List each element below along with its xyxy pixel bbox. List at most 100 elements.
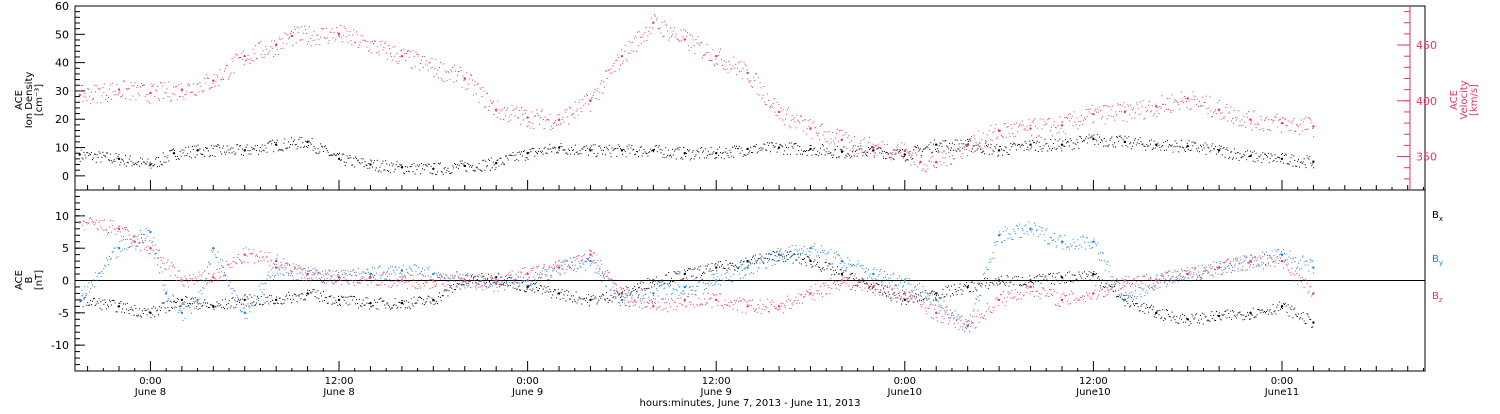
series-velocity-sample: [332, 37, 333, 38]
series-velocity-sample: [85, 97, 86, 98]
series-velocity-sample: [632, 42, 633, 43]
series-density-sample: [515, 154, 516, 155]
series-velocity-sample: [1087, 116, 1088, 117]
series-velocity-sample: [644, 41, 645, 42]
series-velocity-sample: [529, 121, 530, 122]
series-velocity-sample: [1115, 111, 1116, 112]
series-bx-sample: [1249, 319, 1250, 320]
series-velocity-sample: [1195, 96, 1196, 97]
series-velocity-sample: [871, 147, 872, 148]
series-by-sample: [223, 267, 224, 268]
series-density-sample: [1033, 142, 1034, 143]
series-velocity-sample: [236, 54, 237, 55]
series-density-sample: [776, 143, 777, 144]
series-by-sample: [206, 278, 207, 279]
series-velocity-sample: [1032, 122, 1033, 123]
series-density-sample: [1129, 143, 1130, 144]
series-density-sample: [263, 150, 264, 151]
series-bx-sample: [696, 277, 697, 278]
series-density-sample: [699, 157, 700, 158]
series-bx-sample: [1041, 283, 1042, 284]
series-bx-sample: [662, 279, 663, 280]
series-density-sample: [114, 159, 115, 160]
series-by-sample: [376, 273, 377, 274]
series-bx-sample: [442, 295, 443, 296]
series-density-sample: [778, 148, 779, 149]
series-by-sample: [590, 265, 591, 266]
series-velocity-sample: [649, 27, 650, 28]
series-density-sample: [500, 158, 501, 159]
series-bx-sample: [1144, 313, 1145, 314]
series-by-sample: [97, 276, 98, 277]
series-bx-sample: [234, 300, 235, 301]
series-velocity-sample: [1312, 128, 1313, 129]
series-density-sample: [1179, 146, 1180, 147]
series-density-sample: [670, 155, 671, 156]
series-bx-sample: [964, 284, 965, 285]
series-density-sample: [1099, 137, 1100, 138]
series-velocity-sample: [1208, 108, 1209, 109]
series-bx-sample: [1188, 319, 1189, 320]
series-bx-sample: [246, 305, 247, 306]
series-velocity-sample: [267, 54, 268, 55]
series-by-sample: [475, 282, 476, 283]
series-bx-sample: [431, 297, 432, 298]
series-velocity-sample: [604, 87, 605, 88]
series-velocity-sample: [978, 131, 979, 132]
series-bx-sample: [1208, 320, 1209, 321]
series-density-sample: [311, 144, 312, 145]
series-by-sample: [462, 278, 463, 279]
series-density-sample: [419, 164, 420, 165]
series-density-sample: [676, 158, 677, 159]
series-bx-sample: [571, 295, 572, 296]
series-bx-sample: [796, 260, 797, 261]
series-by-sample: [161, 280, 162, 281]
series-bx-sample: [268, 303, 269, 304]
series-density-sample: [200, 153, 201, 154]
series-density-sample: [1197, 150, 1198, 151]
series-bx-sample: [380, 298, 381, 299]
series-density-sample: [901, 156, 902, 157]
series-bx-sample: [270, 301, 271, 302]
series-bx-sample: [778, 260, 779, 261]
series-bx-sample: [884, 292, 885, 293]
series-density-sample: [985, 143, 986, 144]
series-bx-sample: [291, 302, 292, 303]
series-by-sample: [594, 260, 595, 261]
series-density-sample: [614, 148, 615, 149]
series-density-sample: [733, 157, 734, 158]
series-density-sample: [806, 150, 807, 151]
series-by-sample: [624, 303, 625, 304]
series-density-sample: [180, 151, 181, 152]
series-density-sample: [758, 151, 759, 152]
series-by-sample: [631, 299, 632, 300]
x-tick-time: 0:00: [139, 376, 161, 387]
series-by-sample: [605, 286, 606, 287]
series-velocity-sample: [428, 70, 429, 71]
series-density-sample: [757, 153, 758, 154]
series-velocity-sample: [841, 140, 842, 141]
series-velocity-sample: [539, 124, 540, 125]
series-bx-sample: [518, 286, 519, 287]
series-bx-sample: [1212, 318, 1213, 319]
series-density-sample: [866, 155, 867, 156]
series-bx-sample: [140, 316, 141, 317]
series-velocity-sample: [447, 71, 448, 72]
series-density-sample: [391, 162, 392, 163]
series-velocity-sample: [1091, 113, 1092, 114]
series-velocity-sample: [658, 28, 659, 29]
series-by-sample: [101, 271, 102, 272]
series-bx-sample: [663, 283, 664, 284]
series-by-sample: [559, 260, 560, 261]
series-bx-sample: [933, 300, 934, 301]
series-bx-sample: [805, 262, 806, 263]
series-velocity-sample: [200, 86, 201, 87]
series-density-sample: [829, 153, 830, 154]
series-density-sample: [347, 155, 348, 156]
series-density-sample: [129, 159, 130, 160]
series-density-sample: [519, 152, 520, 153]
series-bx-sample: [1150, 306, 1151, 307]
series-velocity-sample: [1197, 99, 1198, 100]
series-velocity-sample: [950, 163, 951, 164]
series-by-sample: [187, 306, 188, 307]
